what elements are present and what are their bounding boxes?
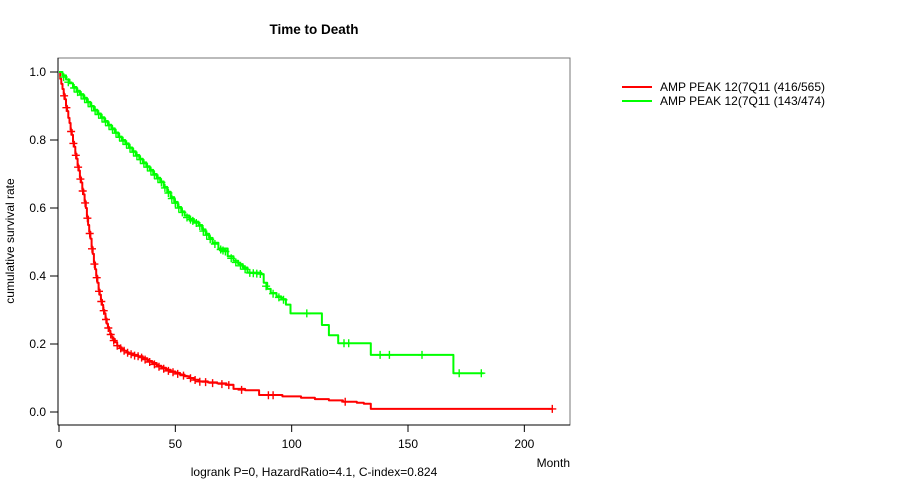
y-tick-label: 0.6 [29, 201, 46, 215]
survival-curve-green [59, 71, 484, 375]
x-unit-label: Month [536, 456, 570, 470]
y-tick-label: 0.2 [29, 337, 46, 351]
chart-title: Time to Death [269, 22, 359, 37]
x-tick-label: 50 [169, 437, 183, 451]
axis-ticks: 0 50 100 150 200 0.0 0.2 0.4 0.6 0.8 1.0 [29, 65, 534, 451]
y-tick-label: 1.0 [29, 65, 46, 79]
y-tick-label: 0.0 [29, 405, 46, 419]
legend-label-green: AMP PEAK 12(7Q11 (143/474) [660, 94, 825, 108]
censor-marks-red [60, 91, 557, 413]
plot-box [57, 57, 571, 426]
x-tick-label: 0 [56, 437, 63, 451]
x-tick-label: 100 [282, 437, 302, 451]
green-line-swatch [622, 100, 652, 102]
y-tick-label: 0.8 [29, 133, 46, 147]
y-tick-label: 0.4 [29, 269, 46, 283]
legend-item-green: AMP PEAK 12(7Q11 (143/474) [622, 94, 825, 108]
x-tick-label: 200 [514, 437, 534, 451]
survival-curve-red [59, 71, 553, 410]
y-axis-label: cumulative survival rate [3, 178, 17, 304]
plot-frame [57, 57, 571, 426]
survival-curves [59, 71, 557, 413]
censor-marks-green [59, 73, 486, 378]
stats-annotation: logrank P=0, HazardRatio=4.1, C-index=0.… [190, 465, 438, 479]
legend-label-red: AMP PEAK 12(7Q11 (416/565) [660, 80, 825, 94]
legend: AMP PEAK 12(7Q11 (416/565) AMP PEAK 12(7… [622, 80, 825, 108]
x-tick-label: 150 [398, 437, 418, 451]
red-line-swatch [622, 86, 652, 88]
legend-item-red: AMP PEAK 12(7Q11 (416/565) [622, 80, 825, 94]
